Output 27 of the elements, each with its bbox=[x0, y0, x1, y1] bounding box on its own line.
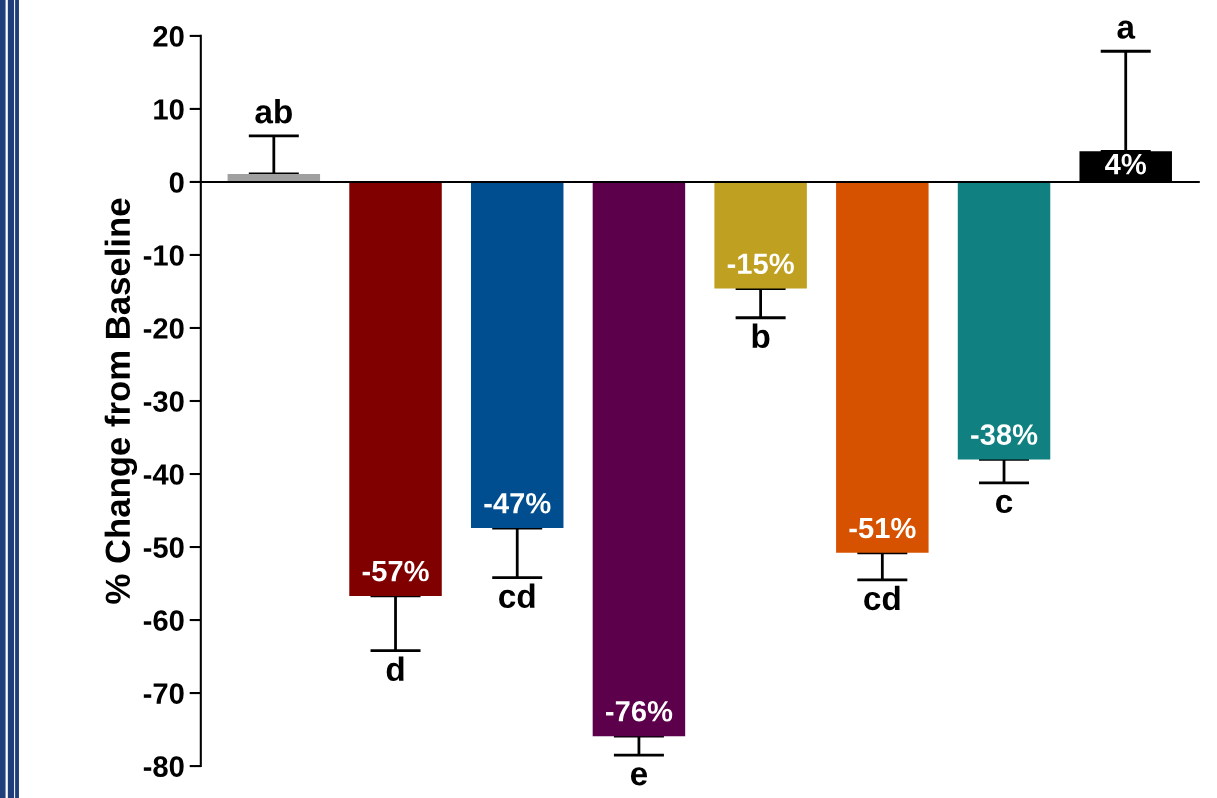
text: e bbox=[630, 767, 648, 786]
data-label: 4% bbox=[1105, 153, 1147, 175]
data-label: -15% bbox=[727, 253, 794, 275]
annotation: ab bbox=[255, 99, 292, 124]
data-label: -38% bbox=[971, 424, 1038, 445]
annotation: cd bbox=[499, 583, 535, 609]
y-tick-label: -30 bbox=[143, 391, 184, 412]
data-label: -47% bbox=[484, 492, 551, 514]
annotation: cd bbox=[864, 585, 900, 611]
annotation: c bbox=[996, 494, 1013, 514]
y-tick-label: -40 bbox=[143, 464, 184, 485]
y-axis-title: % Change from Baseline bbox=[104, 198, 138, 604]
data-label: -76% bbox=[606, 700, 673, 722]
y-tick-label: -20 bbox=[143, 318, 184, 339]
y-tick-label: 20 bbox=[153, 26, 184, 47]
data-label: -57% bbox=[362, 560, 429, 582]
annotation: d bbox=[386, 656, 404, 682]
y-tick-label: -10 bbox=[143, 245, 184, 266]
y-tick-label: -50 bbox=[143, 537, 184, 558]
y-tick-label: -80 bbox=[143, 756, 184, 777]
y-tick-label: -70 bbox=[143, 683, 184, 704]
annotation: b bbox=[752, 323, 770, 349]
y-tick-label: 10 bbox=[154, 99, 184, 120]
y-tick-label: -60 bbox=[143, 610, 184, 631]
annotation: a bbox=[1117, 20, 1136, 39]
y-tick-label: 0 bbox=[169, 172, 184, 193]
data-label: -51% bbox=[849, 517, 916, 539]
